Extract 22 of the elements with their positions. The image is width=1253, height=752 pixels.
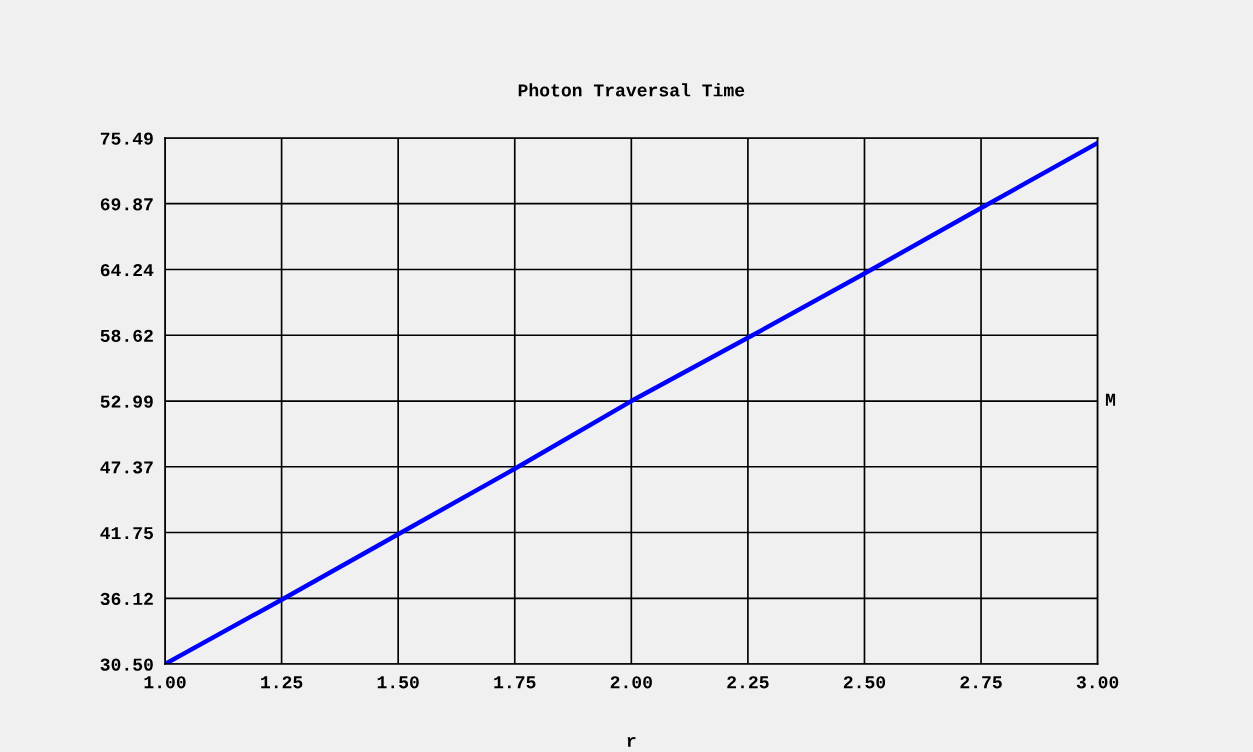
x-tick-label: 3.00 <box>1076 676 1119 689</box>
y-tick-label: 41.75 <box>100 527 153 540</box>
x-tick-label: 1.50 <box>377 676 419 689</box>
y2-axis-title: M <box>1105 393 1116 406</box>
y-tick-label: 30.50 <box>100 658 153 671</box>
line-series <box>165 140 1098 665</box>
y-tick-label: 75.49 <box>100 132 153 145</box>
x-tick-label: 2.25 <box>727 676 769 689</box>
y-tick-label: 47.37 <box>100 461 153 474</box>
y-tick-label: 69.87 <box>100 198 153 211</box>
y-tick-label: 52.99 <box>100 395 153 408</box>
x-tick-label: 2.00 <box>610 676 652 689</box>
y-tick-label: 64.24 <box>100 263 154 277</box>
x-axis-title: r <box>627 736 636 747</box>
chart-title: Photon Traversal Time <box>518 83 745 97</box>
y-tick-label: 58.62 <box>100 329 153 342</box>
x-tick-label: 1.00 <box>144 676 186 689</box>
x-tick-label: 2.50 <box>843 676 886 689</box>
x-tick-label: 1.75 <box>494 676 536 689</box>
y-tick-label: 36.12 <box>100 592 153 606</box>
x-tick-label: 1.25 <box>261 676 303 689</box>
x-tick-label: 2.75 <box>960 676 1002 689</box>
